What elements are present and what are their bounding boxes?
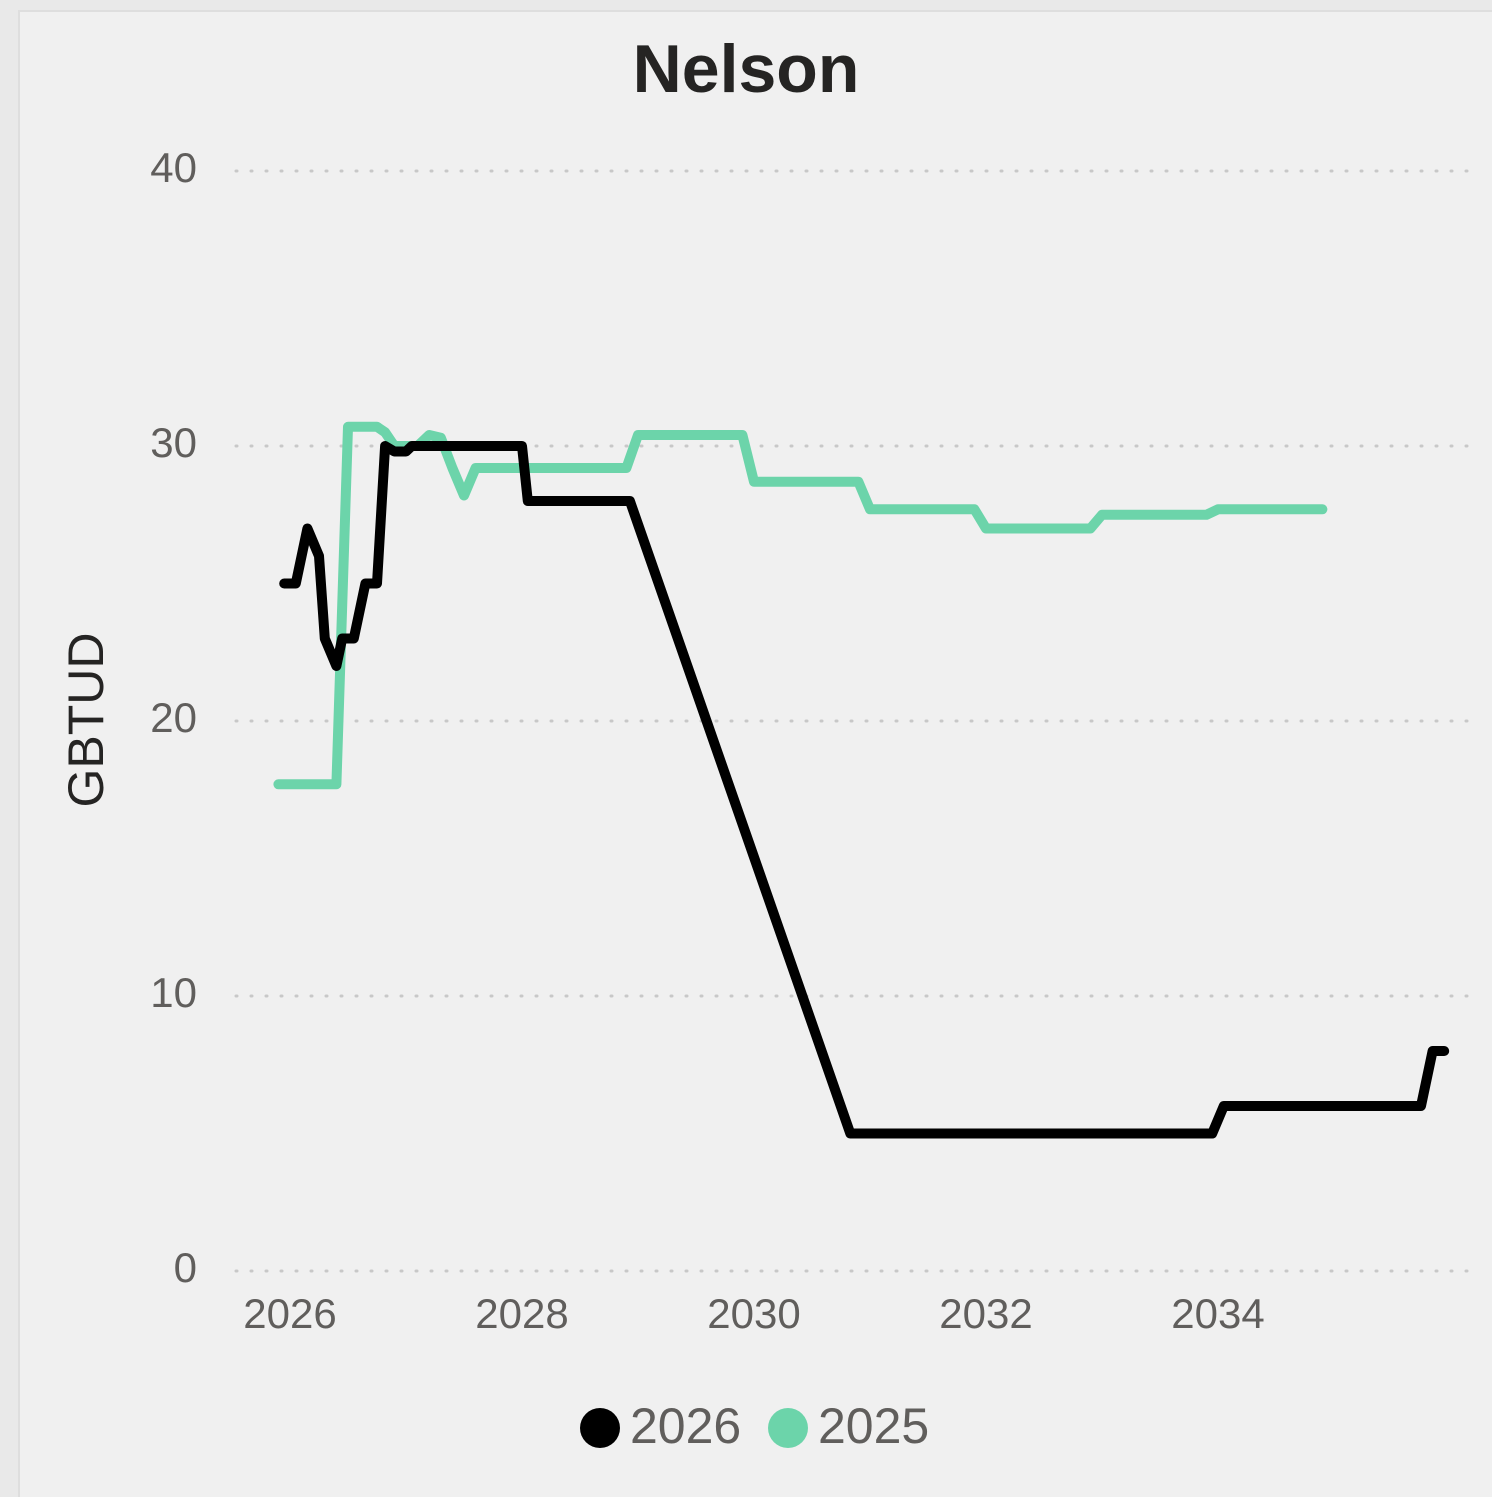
legend-marker <box>580 1408 620 1448</box>
y-tick-label: 10 <box>150 969 197 1016</box>
x-tick-label: 2026 <box>243 1290 336 1337</box>
x-tick-label: 2032 <box>939 1290 1032 1337</box>
legend[interactable]: 2026 2025 <box>580 1398 929 1454</box>
y-axis-label: GBTUD <box>58 633 114 808</box>
series-line-2026[interactable] <box>279 441 1450 1139</box>
series-lines <box>273 421 1450 1139</box>
x-axis-ticks: 2026 2028 2030 2032 2034 <box>243 1290 1264 1337</box>
x-tick-label: 2030 <box>707 1290 800 1337</box>
x-tick-label: 2028 <box>475 1290 568 1337</box>
x-tick-label: 2034 <box>1171 1290 1264 1337</box>
y-tick-label: 30 <box>150 419 197 466</box>
legend-marker <box>768 1408 808 1448</box>
y-tick-label: 0 <box>174 1244 197 1291</box>
legend-item-2025[interactable]: 2025 <box>768 1398 929 1454</box>
legend-label: 2026 <box>630 1398 741 1454</box>
legend-label: 2025 <box>818 1398 929 1454</box>
y-tick-label: 40 <box>150 144 197 191</box>
y-tick-label: 20 <box>150 694 197 741</box>
series-line-2025[interactable] <box>273 421 1328 790</box>
legend-item-2026[interactable]: 2026 <box>580 1398 741 1454</box>
chart-card <box>18 10 1492 1497</box>
chart-title: Nelson <box>632 31 860 107</box>
y-axis-ticks: 0 10 20 30 40 <box>150 144 197 1291</box>
gridlines <box>234 169 1482 1273</box>
